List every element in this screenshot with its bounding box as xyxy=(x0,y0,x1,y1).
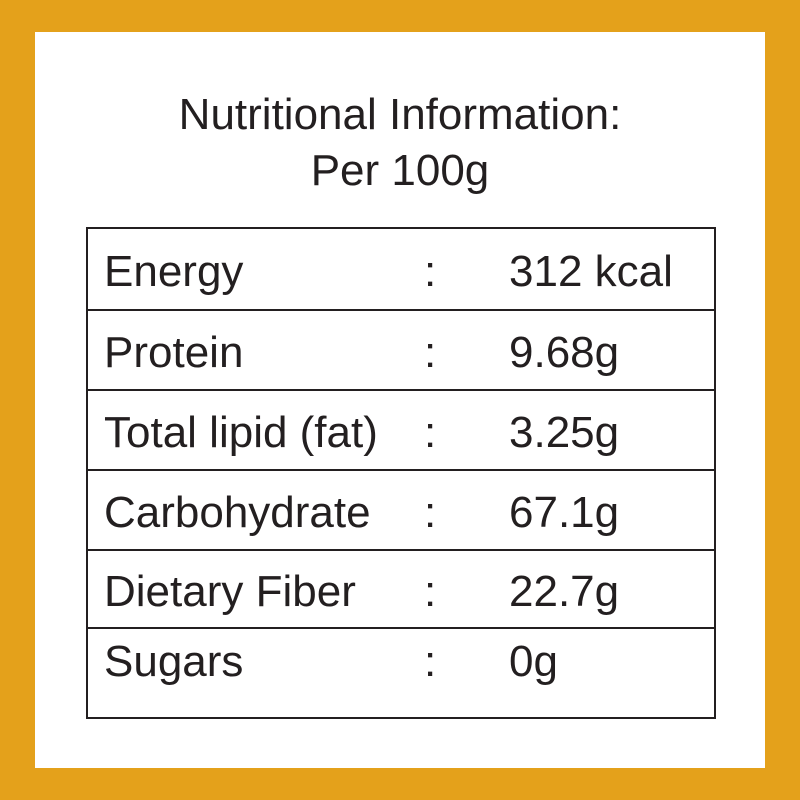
table-row: Total lipid (fat): 3.25g xyxy=(88,391,714,471)
row-value: 22.7g xyxy=(509,567,620,616)
row-value: 3.25g xyxy=(509,408,620,457)
table-row: Dietary Fiber: 22.7g xyxy=(88,551,714,629)
row-label: Total lipid (fat) xyxy=(104,408,378,457)
row-label: Sugars xyxy=(104,637,244,686)
panel xyxy=(35,32,765,768)
row-value: 312 kcal xyxy=(509,247,673,296)
row-value: 9.68g xyxy=(509,328,620,377)
separator: : xyxy=(424,488,437,537)
title: Nutritional Information: xyxy=(178,90,622,139)
subtitle: Per 100g xyxy=(310,146,490,195)
row-label: Energy xyxy=(104,247,244,296)
table-row: Sugars: 0g xyxy=(88,629,714,717)
separator: : xyxy=(424,567,437,616)
separator: : xyxy=(424,408,437,457)
separator: : xyxy=(424,328,437,377)
table-row: Energy: 312 kcal xyxy=(88,229,714,311)
separator: : xyxy=(424,637,437,686)
separator: : xyxy=(424,247,437,296)
row-value: 0g xyxy=(509,637,558,686)
row-label: Protein xyxy=(104,328,244,377)
row-label: Carbohydrate xyxy=(104,488,371,537)
row-label: Dietary Fiber xyxy=(104,567,356,616)
row-value: 67.1g xyxy=(509,488,620,537)
nutrition-table: Energy: 312 kcal Protein: 9.68g Total lipid … xyxy=(86,227,716,719)
table-row: Carbohydrate: 67.1g xyxy=(88,471,714,551)
table-row: Protein: 9.68g xyxy=(88,311,714,391)
